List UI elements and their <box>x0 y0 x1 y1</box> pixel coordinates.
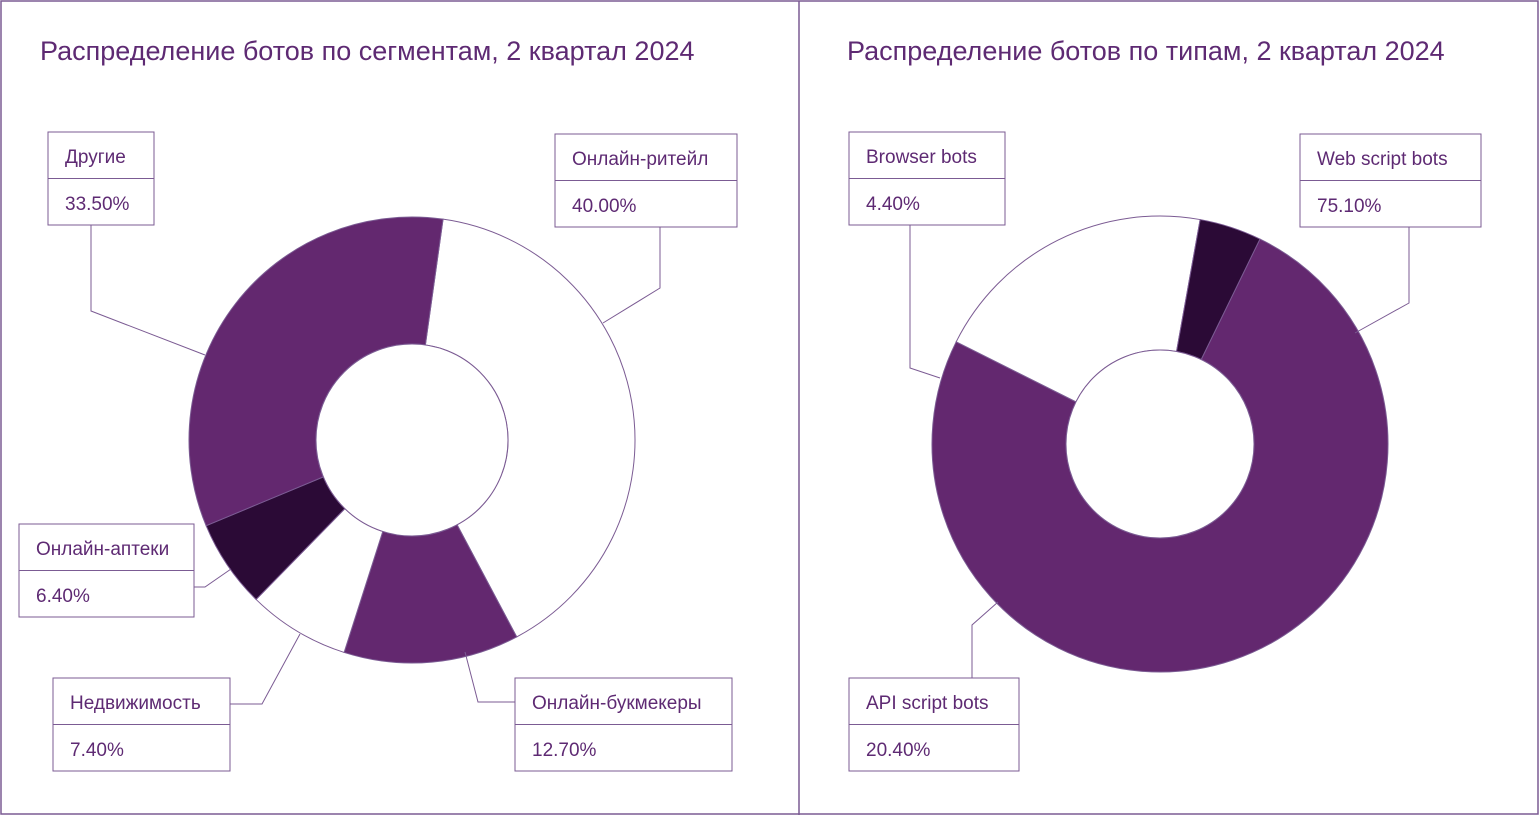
label-api-script-bots: API script bots 20.40% <box>848 601 1020 772</box>
category-label: Онлайн-букмекеры <box>532 693 702 714</box>
leader-line <box>230 633 301 705</box>
value-label: 7.40% <box>70 740 124 761</box>
value-label: 6.40% <box>36 586 90 607</box>
category-label: Другие <box>65 147 126 168</box>
value-label: 75.10% <box>1317 196 1382 217</box>
chart-title-segments: Распределение ботов по сегментам, 2 квар… <box>40 36 695 66</box>
types-donut-chart: Распределение ботов по типам, 2 квартал … <box>847 36 1482 772</box>
chart-title-types: Распределение ботов по типам, 2 квартал … <box>847 36 1445 66</box>
segments-labels: Онлайн-ритейл 40.00% Онлайн-букмекеры 12.70… <box>18 131 738 772</box>
value-label: 40.00% <box>572 196 637 217</box>
label-онлайн-букмекеры: Онлайн-букмекеры 12.70% <box>464 651 733 772</box>
category-label: Web script bots <box>1317 149 1448 170</box>
segments-donut-chart: Распределение ботов по сегментам, 2 квар… <box>18 36 738 772</box>
leader-line <box>1354 227 1410 334</box>
category-label: Browser bots <box>866 147 977 168</box>
segments-slices <box>188 216 636 664</box>
category-label: Онлайн-аптеки <box>36 539 169 560</box>
types-labels: Web script bots 75.10% API script bots 20.4… <box>848 131 1482 772</box>
value-label: 33.50% <box>65 194 130 215</box>
value-label: 12.70% <box>532 740 597 761</box>
label-онлайн-ритейл: Онлайн-ритейл 40.00% <box>554 133 738 324</box>
donut-hole <box>1065 349 1255 539</box>
leader-line <box>194 568 232 588</box>
category-label: Недвижимость <box>70 693 201 714</box>
category-label: Онлайн-ритейл <box>572 149 708 170</box>
category-label: API script bots <box>866 693 989 714</box>
leader-line <box>90 225 206 356</box>
label-browser-bots: Browser bots 4.40% <box>848 131 1006 379</box>
label-онлайн-аптеки: Онлайн-аптеки 6.40% <box>18 523 232 618</box>
label-недвижимость: Недвижимость 7.40% <box>52 633 301 772</box>
value-label: 4.40% <box>866 194 920 215</box>
label-другие: Другие 33.50% <box>47 131 206 356</box>
value-label: 20.40% <box>866 740 931 761</box>
leader-line <box>971 601 999 678</box>
donut-hole <box>315 343 509 537</box>
types-slices <box>931 215 1389 673</box>
label-web-script-bots: Web script bots 75.10% <box>1299 133 1482 334</box>
leader-line <box>602 227 661 324</box>
leader-line <box>909 225 941 379</box>
leader-line <box>464 651 515 703</box>
